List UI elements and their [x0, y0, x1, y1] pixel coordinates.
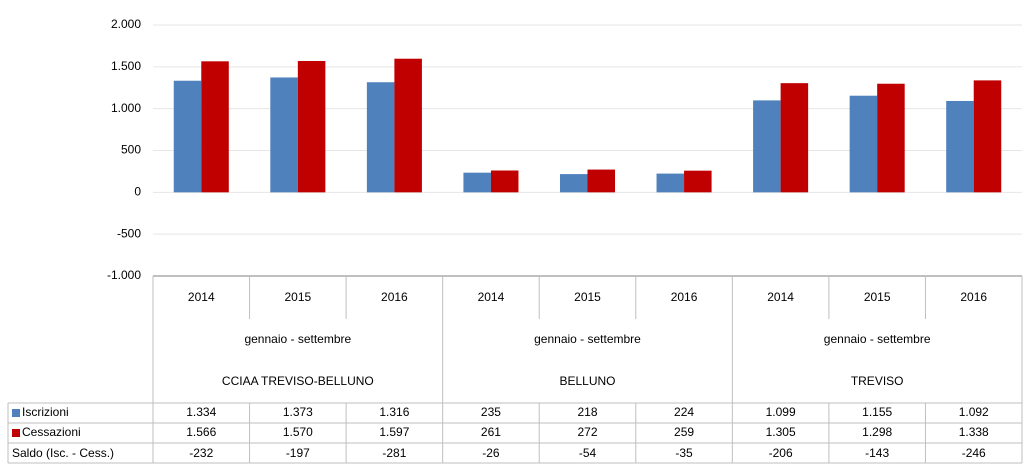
group-label: TREVISO [851, 374, 904, 388]
table-value: 261 [481, 425, 501, 439]
bar [946, 100, 974, 193]
bar [270, 77, 298, 193]
y-tick-label: 500 [121, 143, 141, 157]
bar [849, 95, 878, 193]
bar [490, 170, 519, 193]
table-value: 224 [674, 405, 694, 419]
legend-swatch [12, 409, 20, 417]
table-value: 1.566 [186, 425, 216, 439]
bar [559, 174, 588, 193]
table-value: 1.338 [959, 425, 989, 439]
legend-swatch [12, 429, 20, 437]
bar [366, 82, 395, 193]
period-label: gennaio - settembre [824, 332, 931, 346]
bar [877, 83, 905, 193]
table-value: -197 [286, 446, 310, 460]
table-value: -246 [962, 446, 986, 460]
legend-label: Cessazioni [22, 425, 81, 439]
y-tick-label: 2.000 [111, 17, 141, 31]
bar [297, 60, 326, 193]
bar [780, 83, 809, 193]
x-tick-label: 2016 [381, 290, 408, 304]
bar [201, 61, 229, 193]
table-value: 1.099 [766, 405, 796, 419]
table-value: 1.334 [186, 405, 216, 419]
table-value: -143 [865, 446, 889, 460]
y-tick-label: 1.000 [111, 101, 141, 115]
table-value: 235 [481, 405, 501, 419]
bar [587, 169, 616, 193]
x-tick-label: 2014 [767, 290, 794, 304]
x-tick-label: 2016 [960, 290, 987, 304]
table-value: 218 [577, 405, 597, 419]
y-tick-label: -500 [117, 226, 141, 240]
table-value: 1.570 [283, 425, 313, 439]
x-tick-label: 2015 [284, 290, 311, 304]
y-tick-label: 0 [134, 185, 141, 199]
bar [753, 100, 781, 193]
table-value: -26 [482, 446, 500, 460]
table-value: -54 [579, 446, 597, 460]
table-value: 1.597 [379, 425, 409, 439]
table-value: 1.316 [379, 405, 409, 419]
table-value: 1.155 [862, 405, 892, 419]
table-value: -206 [769, 446, 793, 460]
bar [463, 172, 491, 193]
table-value: 1.092 [959, 405, 989, 419]
group-label: CCIAA TREVISO-BELLUNO [222, 374, 374, 388]
period-label: gennaio - settembre [534, 332, 641, 346]
x-tick-label: 2016 [671, 290, 698, 304]
bar [684, 170, 712, 193]
legend-label: Iscrizioni [22, 405, 69, 419]
x-tick-label: 2014 [188, 290, 215, 304]
group-label: BELLUNO [559, 374, 615, 388]
table-value: -35 [675, 446, 693, 460]
table-value: -232 [189, 446, 213, 460]
table-value: 1.373 [283, 405, 313, 419]
table-value: 1.298 [862, 425, 892, 439]
table-value: 1.305 [766, 425, 796, 439]
x-tick-label: 2015 [864, 290, 891, 304]
x-tick-label: 2015 [574, 290, 601, 304]
table-value: 272 [577, 425, 597, 439]
legend-label: Saldo (Isc. - Cess.) [12, 446, 114, 460]
table-value: -281 [382, 446, 406, 460]
x-tick-label: 2014 [478, 290, 505, 304]
bar [394, 58, 422, 193]
y-tick-label: 1.500 [111, 59, 141, 73]
period-label: gennaio - settembre [244, 332, 351, 346]
table-value: 259 [674, 425, 694, 439]
y-tick-label: -1.000 [107, 268, 141, 282]
bar [973, 80, 1002, 193]
bar [173, 80, 202, 193]
bar [656, 173, 685, 193]
